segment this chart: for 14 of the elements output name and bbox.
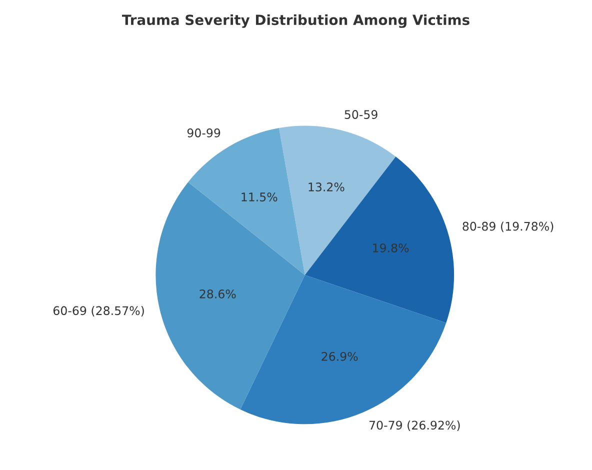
pie-slice [304,156,454,323]
slice-label: 50-59 [344,110,378,119]
slice-label: 70-79 (26.92%) [369,420,460,432]
data-label: 28.6% [200,289,236,298]
slice-label: 80-89 (19.78%) [462,222,554,232]
data-label: 26.9% [322,352,358,361]
data-label: 13.2% [308,182,344,192]
data-label: 19.8% [373,243,409,252]
pie-slice [188,128,305,275]
slice-label: 90-99 [187,128,220,138]
slice-label: 60-69 (28.57%) [53,306,144,316]
chart-title: Trauma Severity Distribution Among Victims [122,14,470,28]
data-label: 11.5% [242,192,278,202]
pie-slice [156,182,305,410]
